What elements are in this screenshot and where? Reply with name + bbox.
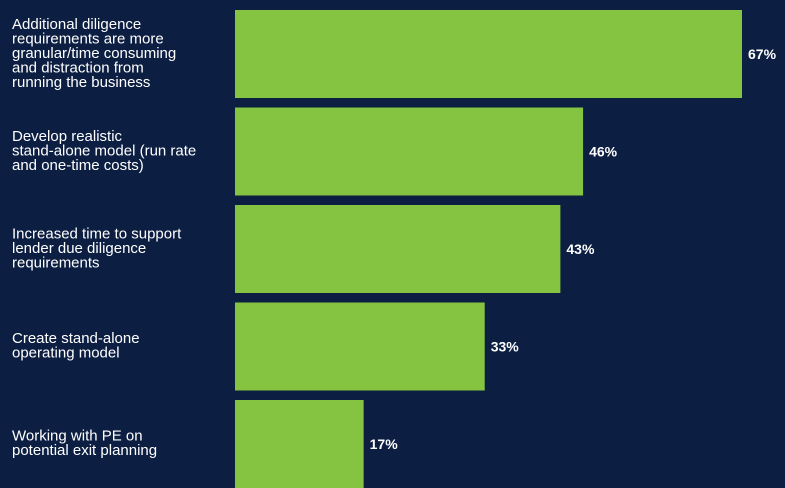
category-label-4: Working with PE on potential exit plannin… <box>12 428 157 460</box>
bar-3 <box>235 302 485 391</box>
value-label-0: 67% <box>748 46 777 62</box>
bar-0 <box>235 10 742 98</box>
category-label-line: potential exit planning <box>12 442 157 459</box>
category-label-line: running the business <box>12 74 150 91</box>
category-label-line: and one-time costs) <box>12 157 144 174</box>
category-label-line: stand-alone model (run rate <box>12 142 196 159</box>
bars-layer <box>235 10 742 488</box>
value-label-2: 43% <box>566 241 595 257</box>
category-label-line: granular/time consuming <box>12 45 176 62</box>
category-label-line: and distraction from <box>12 59 144 76</box>
category-label-line: Create stand-alone <box>12 330 140 347</box>
bar-2 <box>235 205 561 293</box>
value-label-1: 46% <box>589 144 618 160</box>
category-label-line: Working with PE on <box>12 428 143 445</box>
category-label-line: Additional diligence <box>12 16 141 33</box>
category-label-1: Develop realistic stand-alone model (run … <box>12 128 196 174</box>
value-labels: 67% 46% 43% 33% 17% <box>370 46 777 452</box>
bar-4 <box>235 400 364 488</box>
category-label-3: Create stand-alone operating model <box>12 330 140 362</box>
category-label-line: requirements are more <box>12 30 164 47</box>
category-labels: Additional diligence requirements are mor… <box>12 16 196 459</box>
bar-1 <box>235 107 584 196</box>
category-label-line: Increased time to support <box>12 225 182 242</box>
value-label-3: 33% <box>491 339 520 355</box>
value-label-4: 17% <box>370 436 399 452</box>
category-label-2: Increased time to support lender due dili… <box>12 225 182 271</box>
category-label-line: lender due diligence <box>12 240 146 257</box>
category-label-0: Additional diligence requirements are mor… <box>12 16 176 91</box>
category-label-line: Develop realistic <box>12 128 123 145</box>
category-label-line: requirements <box>12 254 100 271</box>
category-label-line: operating model <box>12 345 120 362</box>
